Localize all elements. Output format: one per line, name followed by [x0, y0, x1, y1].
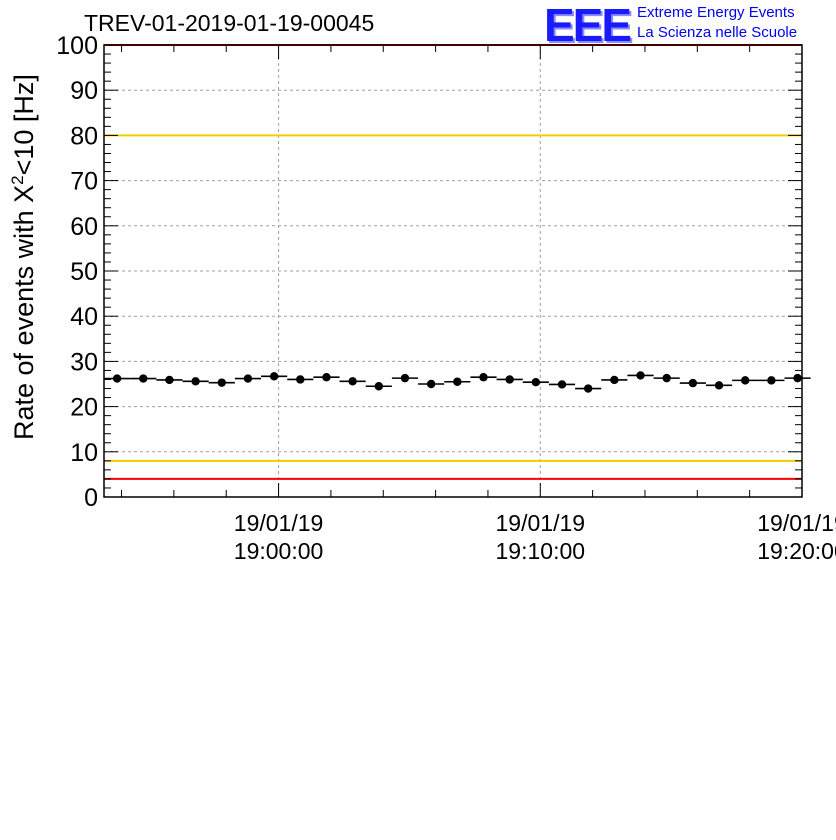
data-point [426, 379, 436, 389]
y-tick-label: 60 [70, 213, 98, 241]
data-point [139, 374, 148, 383]
x-tick-date: 19/01/19 [234, 510, 324, 536]
data-point [191, 377, 200, 386]
y-tick-label: 70 [70, 168, 98, 196]
data-point [557, 380, 567, 389]
data-point [400, 373, 410, 383]
y-tick-label: 0 [84, 484, 98, 512]
y-axis-label-suffix: <10 [Hz] [9, 74, 39, 176]
data-point [610, 375, 619, 385]
data-point [479, 373, 488, 382]
data-point [374, 382, 384, 391]
y-axis-label-prefix: Rate of events with X [9, 184, 39, 440]
data-point [583, 384, 593, 393]
data-point [296, 375, 305, 384]
y-axis-label-sup: 2 [8, 175, 27, 185]
y-tick-label: 100 [56, 32, 98, 60]
y-tick-label: 90 [70, 77, 98, 105]
data-point [322, 373, 331, 382]
data-point [531, 377, 541, 387]
y-tick-label: 80 [70, 122, 98, 150]
x-tick-date: 19/01/19 [496, 510, 586, 536]
eee-logo: EEE [544, 0, 632, 51]
y-tick-label: 10 [70, 439, 98, 467]
data-point [217, 378, 226, 387]
data-point [505, 375, 514, 384]
chart-title: TREV-01-2019-01-19-00045 [84, 10, 375, 36]
data-point [767, 376, 776, 385]
data-point [269, 372, 279, 381]
y-tick-label: 20 [70, 394, 98, 422]
data-point [741, 376, 750, 385]
data-point [662, 373, 671, 383]
x-tick-time: 19:20:00 [757, 538, 836, 564]
data-point [348, 377, 357, 386]
data-point [112, 374, 122, 383]
data-point [636, 371, 645, 380]
y-tick-label: 50 [70, 258, 98, 286]
data-point [165, 375, 174, 385]
rate-chart: 010203040506070809010019/01/1919:00:0019… [56, 32, 836, 564]
logo-subtitle-2: La Scienza nelle Scuole [637, 24, 798, 41]
x-tick-time: 19:00:00 [234, 538, 324, 564]
data-point [714, 381, 724, 390]
x-tick-date: 19/01/19 [757, 510, 836, 536]
data-point [453, 377, 462, 386]
y-axis-label: Rate of events with X2<10 [Hz] [8, 74, 39, 840]
y-tick-label: 40 [70, 303, 98, 331]
data-point [793, 373, 802, 383]
x-tick-time: 19:10:00 [496, 538, 586, 564]
logo-subtitle-1: Extreme Energy Events [637, 4, 795, 21]
data-point [243, 374, 253, 383]
data-point [688, 378, 698, 388]
y-tick-label: 30 [70, 348, 98, 376]
